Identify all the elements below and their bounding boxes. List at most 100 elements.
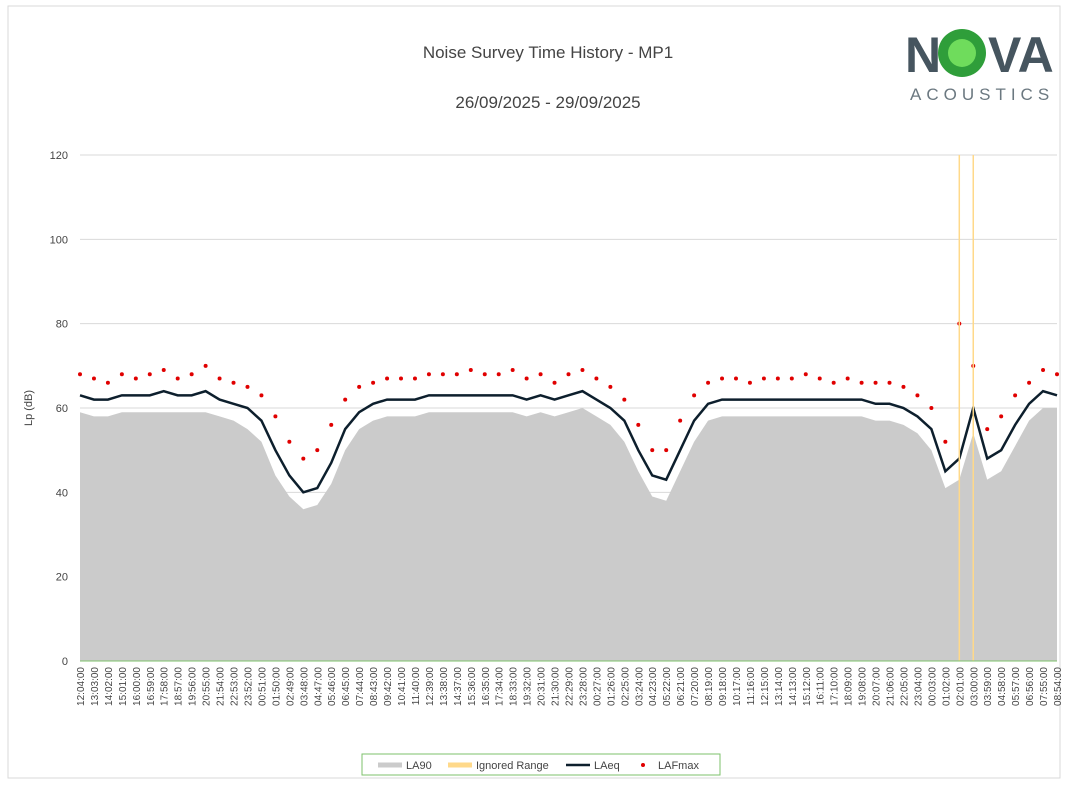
x-tick-label: 14:13:00 [788,667,799,706]
x-tick-label: 21:06:00 [886,667,897,706]
x-tick-label: 19:32:00 [523,667,534,706]
lafmax-dot [454,372,459,377]
lafmax-dot [580,368,585,373]
x-tick-label: 07:44:00 [355,667,366,706]
x-tick-label: 12:15:00 [760,667,771,706]
x-tick-label: 05:57:00 [1011,667,1022,706]
x-tick-label: 01:26:00 [606,667,617,706]
x-tick-label: 06:56:00 [1025,667,1036,706]
x-tick-label: 17:58:00 [160,667,171,706]
x-tick-label: 15:12:00 [802,667,813,706]
x-tick-label: 11:16:00 [746,667,757,706]
x-tick-label: 14:02:00 [104,667,115,706]
lafmax-dot [357,384,362,389]
lafmax-dot [566,372,571,377]
x-tick-label: 13:03:00 [90,667,101,706]
lafmax-dot [999,414,1004,419]
x-tick-label: 19:08:00 [858,667,869,706]
chart-title: Noise Survey Time History - MP1 [423,43,673,62]
lafmax-dot [343,397,348,402]
x-tick-label: 01:02:00 [941,667,952,706]
laeq-line [79,389,1058,494]
x-tick-label: 15:01:00 [118,667,129,706]
legend-swatch [641,763,645,767]
y-tick-label: 80 [56,319,68,331]
lafmax-dot [329,422,334,427]
x-tick-label: 18:09:00 [844,667,855,706]
lafmax-dot [901,384,906,389]
lafmax-dot [133,376,138,381]
lafmax-dot [482,372,487,377]
x-tick-label: 16:35:00 [481,667,492,706]
x-tick-label: 00:51:00 [257,667,268,706]
x-tick-label: 00:27:00 [592,667,603,706]
lafmax-dot [831,380,836,385]
x-tick-label: 23:04:00 [913,667,924,706]
lafmax-dot [775,376,780,381]
y-axis-label: Lp (dB) [23,390,35,426]
lafmax-dot [943,439,948,444]
lafmax-dot [1013,393,1018,398]
x-tick-label: 06:21:00 [676,667,687,706]
lafmax-dot [873,380,878,385]
x-tick-label: 03:00:00 [969,667,980,706]
x-tick-label: 07:20:00 [690,667,701,706]
lafmax-dot [915,393,920,398]
x-tick-label: 14:37:00 [453,667,464,706]
lafmax-dot [119,372,124,377]
x-tick-label: 02:01:00 [955,667,966,706]
y-tick-label: 0 [62,656,68,668]
x-tick-label: 22:05:00 [899,667,910,706]
x-tick-label: 03:48:00 [299,667,310,706]
x-tick-label: 22:29:00 [565,667,576,706]
lafmax-dot [259,393,264,398]
x-tick-label: 13:14:00 [774,667,785,706]
legend-label: LA90 [406,760,432,772]
lafmax-dot [161,368,166,373]
x-tick-label: 07:55:00 [1039,667,1050,706]
lafmax-dot [426,372,431,377]
lafmax-dot [733,376,738,381]
x-tick-label: 23:52:00 [243,667,254,706]
y-tick-label: 120 [50,150,68,162]
lafmax-dot [692,393,697,398]
x-tick-label: 03:24:00 [634,667,645,706]
lafmax-dot [287,439,292,444]
lafmax-dot [105,380,110,385]
x-tick-label: 04:47:00 [313,667,324,706]
x-tick-label: 11:40:00 [411,667,422,706]
x-tick-label: 02:25:00 [620,667,631,706]
lafmax-dot [887,380,892,385]
lafmax-dot [664,448,669,453]
lafmax-dot [371,380,376,385]
lafmax-dot [231,380,236,385]
legend-label: Ignored Range [476,760,549,772]
lafmax-dot [720,376,725,381]
lafmax-dot [650,448,655,453]
lafmax-dot [1027,380,1032,385]
x-tick-label: 06:45:00 [341,667,352,706]
lafmax-dot [803,372,808,377]
x-tick-label: 16:00:00 [132,667,143,706]
x-tick-label: 20:31:00 [537,667,548,706]
x-tick-label: 02:49:00 [285,667,296,706]
lafmax-dot [78,372,82,377]
logo-text: N [905,27,941,83]
legend [361,753,721,776]
lafmax-dot [985,427,990,432]
x-tick-label: 12:39:00 [425,667,436,706]
legend-label: LAFmax [658,760,699,772]
lafmax-dot [929,406,934,410]
lafmax-dot [412,376,417,381]
x-tick-label: 18:33:00 [509,667,520,706]
lafmax-dot [189,372,194,377]
x-tick-label: 20:55:00 [202,667,213,706]
x-tick-label: 20:07:00 [872,667,883,706]
x-tick-label: 17:10:00 [830,667,841,706]
x-tick-label: 00:03:00 [927,667,938,706]
lafmax-dot [538,372,543,377]
x-tick-label: 18:57:00 [174,667,185,706]
lafmax-dot [678,418,683,423]
x-tick-label: 21:54:00 [216,667,227,706]
